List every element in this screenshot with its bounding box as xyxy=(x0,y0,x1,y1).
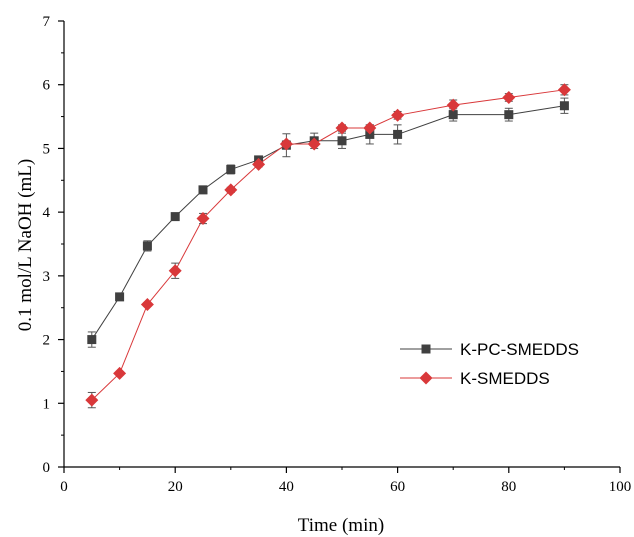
legend-marker xyxy=(421,344,431,354)
y-axis-title: 0.1 mol/L NaOH (mL) xyxy=(15,159,36,331)
data-point xyxy=(335,121,349,135)
data-point xyxy=(557,83,571,97)
data-point xyxy=(393,129,403,139)
series-k-smedds xyxy=(85,83,571,409)
data-point xyxy=(279,137,293,151)
data-point xyxy=(224,183,238,197)
data-point xyxy=(140,298,154,312)
y-tick-label: 5 xyxy=(43,141,51,157)
legend: K-PC-SMEDDS K-SMEDDS xyxy=(400,340,579,388)
x-tick-label: 0 xyxy=(60,479,68,495)
legend-label: K-SMEDDS xyxy=(460,369,550,388)
y-tick-label: 4 xyxy=(43,205,51,221)
data-point xyxy=(87,335,97,345)
data-point xyxy=(198,185,208,195)
data-point xyxy=(142,241,152,251)
y-tick-label: 3 xyxy=(43,269,51,285)
series-line xyxy=(91,105,565,340)
x-tick-label: 80 xyxy=(501,479,516,495)
data-point xyxy=(363,121,377,135)
data-point xyxy=(448,110,458,120)
x-tick-label: 40 xyxy=(279,479,294,495)
y-tick-label: 2 xyxy=(43,333,51,349)
legend-marker xyxy=(419,371,433,385)
data-point xyxy=(337,136,347,146)
data-point xyxy=(252,157,266,171)
y-tick-label: 0 xyxy=(43,460,51,476)
x-tick-label: 60 xyxy=(390,479,405,495)
data-point xyxy=(226,164,236,174)
data-point xyxy=(168,264,182,278)
data-point xyxy=(115,292,125,302)
axes: 0 20 40 60 80 100 0 1 2 3 4 5 6 7 xyxy=(43,14,632,495)
data-point xyxy=(196,212,210,226)
data-point xyxy=(170,212,180,222)
x-axis-title: Time (min) xyxy=(298,515,384,536)
data-point xyxy=(391,108,405,122)
data-point xyxy=(113,366,127,380)
data-point xyxy=(559,101,569,111)
y-tick-label: 1 xyxy=(43,396,51,412)
series-layer xyxy=(85,83,571,409)
data-point xyxy=(307,137,321,151)
y-tick-label: 7 xyxy=(43,14,51,30)
x-tick-label: 20 xyxy=(168,479,183,495)
x-tick-label: 100 xyxy=(609,479,632,495)
y-tick-label: 6 xyxy=(43,78,51,94)
data-point xyxy=(85,393,99,407)
data-point xyxy=(502,90,516,104)
data-point xyxy=(446,98,460,112)
data-point xyxy=(504,110,514,120)
legend-label: K-PC-SMEDDS xyxy=(460,340,579,359)
